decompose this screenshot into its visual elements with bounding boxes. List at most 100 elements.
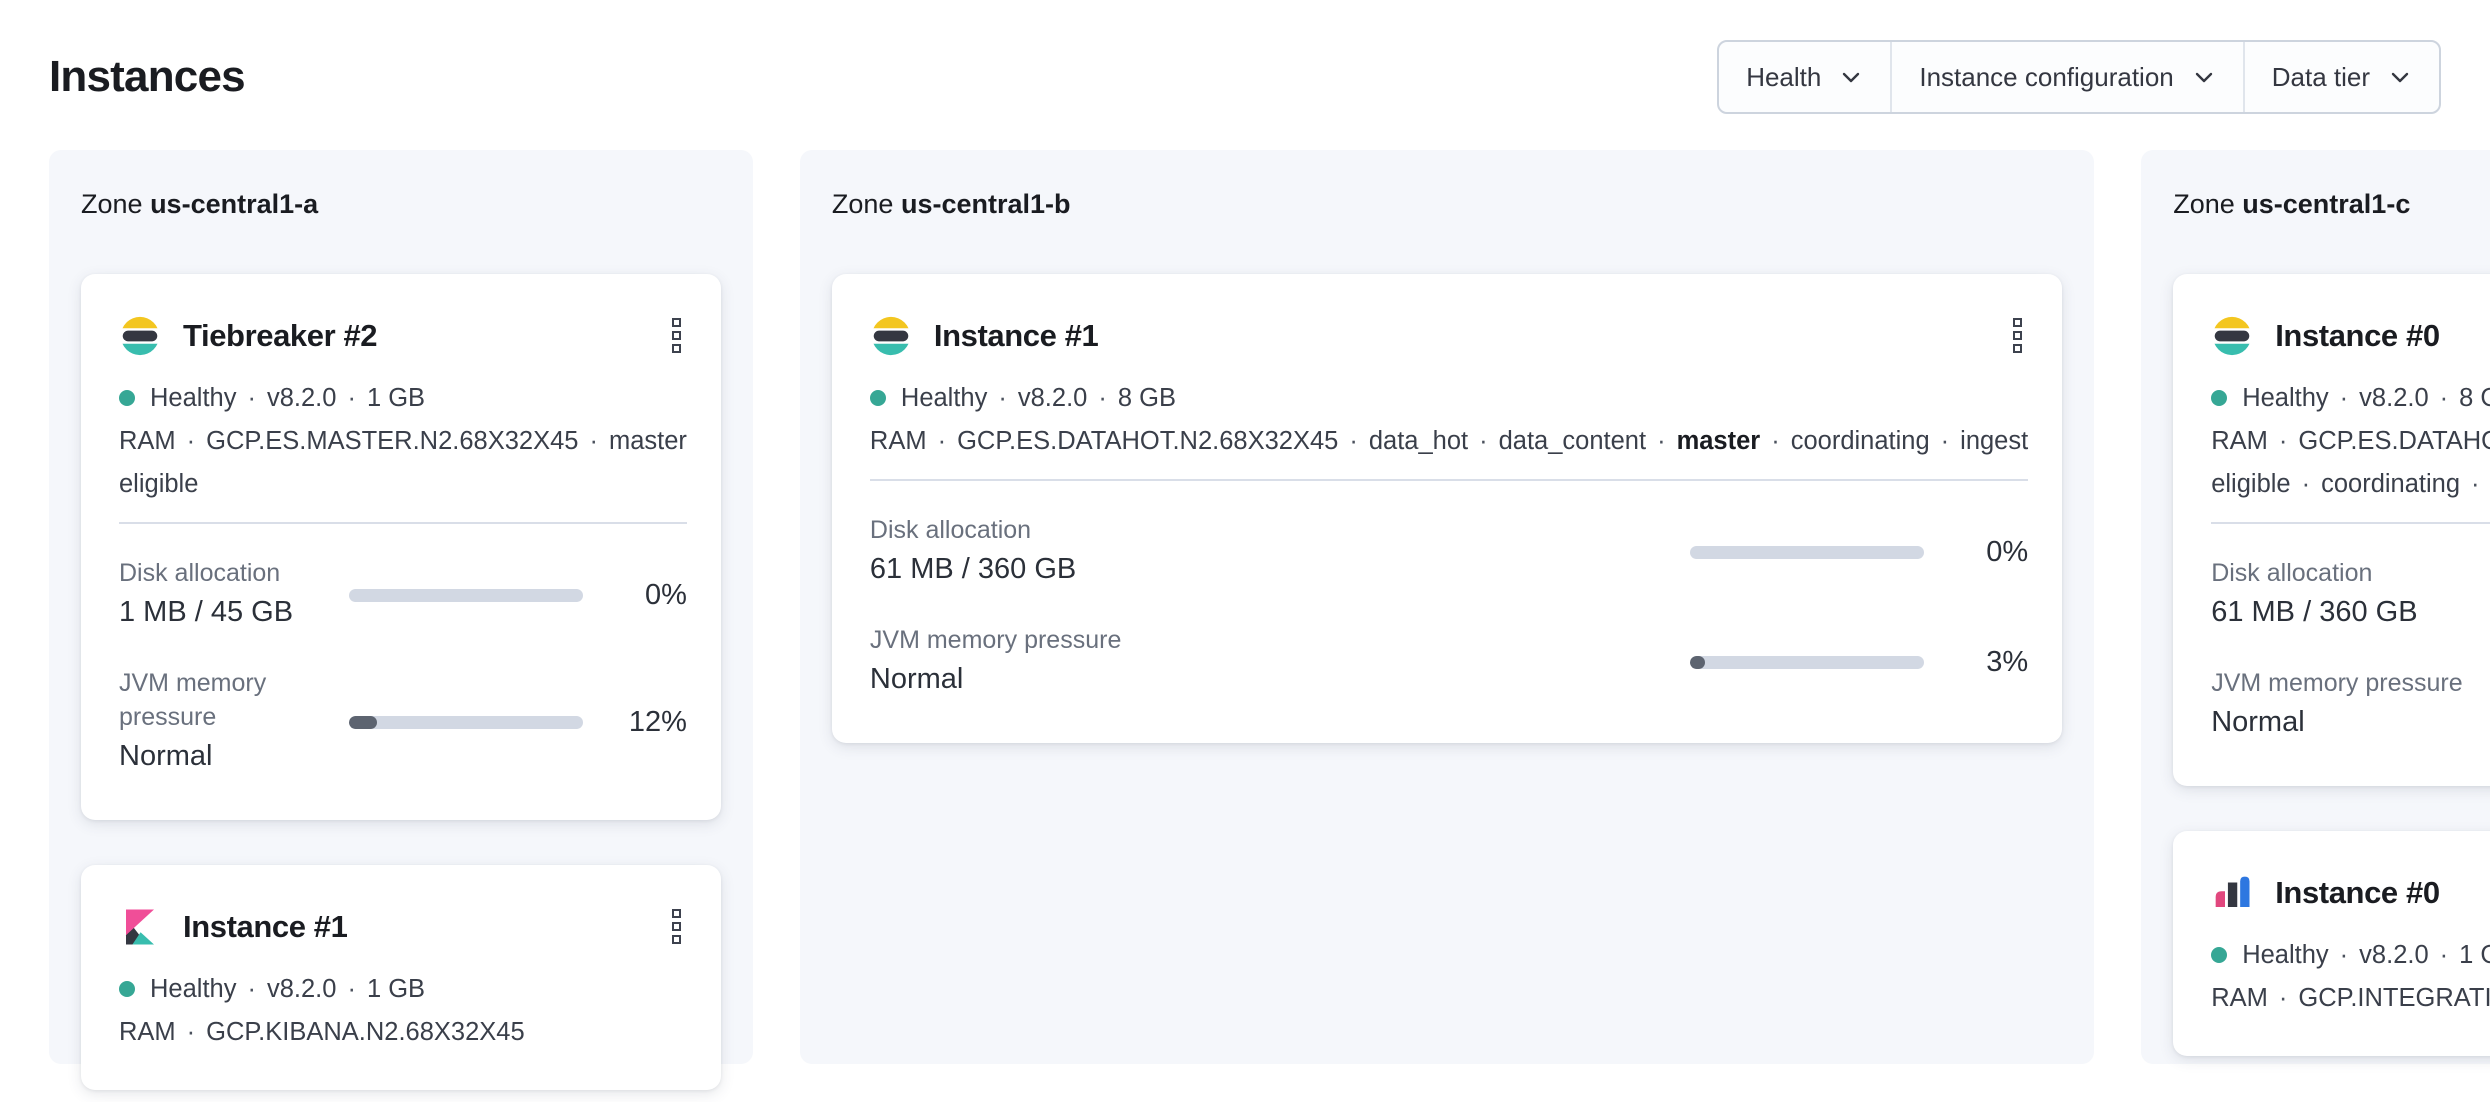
meta-separator: · (247, 975, 256, 1003)
filter-label: Instance configuration (1919, 61, 2174, 92)
page-header: Instances Health Instance configuration … (0, 0, 2490, 114)
metric-percent: 0% (1986, 535, 2029, 568)
meta-token: data_hot (1368, 427, 1469, 455)
metric-value: 61 MB / 360 GB (2211, 596, 2418, 628)
progress-bar (348, 715, 583, 729)
chevron-down-icon (2388, 65, 2412, 89)
metric-label: Disk allocation (2211, 559, 2373, 587)
meta-separator: · (2278, 427, 2288, 455)
zone-prefix: Zone (81, 189, 143, 219)
instance-menu-button[interactable] (666, 314, 687, 357)
elasticsearch-logo-icon (870, 315, 912, 357)
metric-disk-allocation: Disk allocation 1 MB / 45 GB 0% (119, 556, 687, 634)
integrations-server-logo-icon (2211, 872, 2253, 914)
meta-token: data_content (1498, 427, 1647, 455)
meta-separator: · (589, 427, 598, 455)
meta-separator: · (186, 427, 196, 455)
card-header: Instance #1 (870, 314, 2028, 357)
meta-token: ingest (1960, 427, 2029, 455)
chevron-down-icon (2192, 65, 2216, 89)
health-dot-icon (119, 981, 135, 997)
elasticsearch-logo-icon (2211, 315, 2253, 357)
card-divider (2211, 522, 2490, 524)
meta-token: 1 GB RAM (119, 384, 426, 455)
meta-token: v8.2.0 (266, 975, 337, 1003)
meta-separator: · (1940, 427, 1950, 455)
meta-token: GCP.ES.MASTER.N2.68X32X45 (206, 427, 579, 455)
card-divider (119, 522, 687, 524)
instance-card: Instance #1 Healthy · v8.2.0 · 8 GB RAM · GCP.E… (831, 274, 2063, 743)
instance-meta: Healthy · v8.2.0 ·1 GB RAM· GCP.INTEGRATIONS… (2211, 934, 2490, 1020)
metric-value: Normal (119, 740, 213, 772)
metric-percent: 3% (1986, 645, 2029, 678)
kebab-menu-icon (671, 909, 681, 944)
card-header: Instance #0 (2211, 871, 2490, 914)
zone-prefix: Zone (2173, 189, 2235, 219)
health-dot-icon (2211, 390, 2228, 406)
instance-title: Instance #0 (2275, 317, 2440, 353)
kebab-menu-icon (671, 318, 681, 353)
meta-separator: · (937, 427, 947, 455)
health-status: Healthy (2242, 384, 2329, 412)
zone-label: Zone us-central1-c (2173, 184, 2490, 224)
instance-card: Instance #0 Healthy · v8.2.0 ·1 GB RAM· GCP.I… (2173, 831, 2490, 1056)
instance-title: Instance #0 (2275, 874, 2440, 910)
kebab-menu-icon (2013, 318, 2023, 353)
meta-separator: · (2439, 384, 2449, 412)
health-status: Healthy (150, 975, 237, 1003)
instance-meta: Healthy · v8.2.0 · 1 GB RAM · GCP.KIBANA.N2.68… (119, 968, 687, 1054)
progress-bar-fill (1690, 655, 1706, 669)
card-header: Tiebreaker #2 (119, 314, 687, 357)
progress-bar (348, 588, 583, 602)
instance-menu-button[interactable] (666, 905, 687, 948)
zone-label: Zone us-central1-b (832, 184, 2062, 224)
progress-bar (1690, 655, 1925, 669)
kibana-logo-icon (119, 906, 161, 948)
meta-token: 1 GB RAM (119, 975, 426, 1046)
meta-token: coordinating (2321, 470, 2461, 498)
zone-name: us-central1-b (900, 189, 1071, 219)
meta-token: master eligible (119, 427, 687, 498)
metric-label: Disk allocation (119, 559, 281, 587)
metric-jvm-memory-pressure: JVM memory pressure Normal 12% (119, 666, 687, 778)
meta-separator: · (2278, 984, 2288, 1012)
meta-separator: · (347, 384, 356, 412)
meta-token: coordinating (1790, 427, 1930, 455)
metric-label: JVM memory pressure (119, 669, 267, 731)
instance-card: Instance #1 Healthy · v8.2.0 · 1 GB RAM · GCP.K… (81, 865, 721, 1090)
meta-separator: · (247, 384, 256, 412)
chevron-down-icon (1839, 65, 1863, 89)
meta-token: v8.2.0 (266, 384, 337, 412)
meta-separator: · (2301, 470, 2311, 498)
instance-title: Tiebreaker #2 (183, 317, 378, 353)
filter-health-button[interactable]: Health (1719, 42, 1890, 112)
meta-token: 8 GB RAM (869, 384, 1176, 455)
instance-meta: Healthy·v8.2.0·8 GB RAM·GCP.ES.DATAHOT.N… (2211, 377, 2490, 506)
metric-percent: 12% (628, 705, 687, 738)
health-dot-icon (119, 390, 135, 406)
instance-meta: Healthy · v8.2.0 · 1 GB RAM · GCP.ES.MASTER.N2… (119, 377, 687, 506)
filter-data-tier-button[interactable]: Data tier (2242, 42, 2439, 112)
instance-menu-button[interactable] (2007, 314, 2028, 357)
metric-jvm-memory-pressure: JVM memory pressure Normal 3% (870, 623, 2028, 701)
instance-title: Instance #1 (933, 317, 1099, 353)
health-dot-icon (2211, 947, 2228, 963)
meta-separator: · (998, 384, 1007, 412)
zone-panel-us-central1-c: Zone us-central1-c Instance #0 Healthy · v8… (2141, 150, 2490, 1064)
health-status: Healthy (150, 384, 237, 412)
metric-jvm-memory-pressure: JVM memory pressureNormal2% (2211, 666, 2490, 744)
meta-token: master (1676, 427, 1761, 455)
filter-instance-configuration-button[interactable]: Instance configuration (1890, 42, 2242, 112)
zone-panel-us-central1-b: Zone us-central1-b Instance #1 Healthy · v8… (799, 150, 2095, 1064)
zone-panel-us-central1-a: Zone us-central1-a Tiebreaker #2 Healthy ·… (49, 150, 753, 1090)
health-status: Healthy (900, 384, 988, 412)
instance-card: Tiebreaker #2 Healthy · v8.2.0 · 1 GB RAM · GCP… (81, 274, 721, 820)
metric-label: JVM memory pressure (2211, 669, 2463, 697)
metric-label: JVM memory pressure (869, 626, 1122, 654)
meta-token: v8.2.0 (1017, 384, 1088, 412)
metric-value: Normal (869, 663, 964, 695)
meta-token: 1 GB RAM (2211, 941, 2490, 1012)
